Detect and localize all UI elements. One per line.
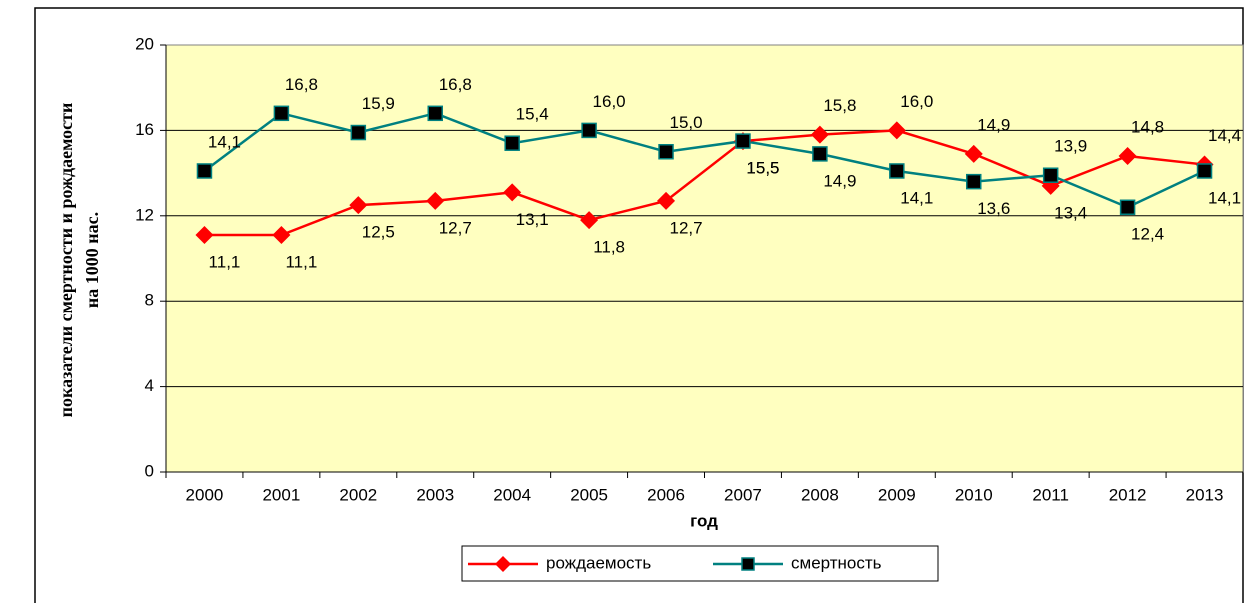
data-label: 12,4	[1131, 225, 1164, 244]
data-label: 15,4	[516, 105, 549, 124]
legend	[461, 545, 939, 582]
marker	[427, 105, 443, 122]
marker	[658, 144, 674, 160]
legend-label: рождаемость	[546, 553, 651, 572]
marker	[1042, 167, 1059, 183]
marker	[887, 121, 906, 140]
marker	[495, 556, 511, 572]
marker	[964, 144, 983, 163]
data-label: 15,0	[669, 113, 702, 132]
data-label: 13,1	[516, 210, 549, 229]
y-tick-label: 4	[145, 376, 154, 395]
data-label: 14,1	[208, 132, 241, 151]
marker	[349, 196, 368, 215]
data-label: 13,4	[1054, 203, 1087, 222]
y-tick-label: 8	[145, 291, 154, 310]
data-label: 11,1	[209, 252, 241, 271]
y-tick-label: 12	[135, 205, 154, 224]
data-label: 14,8	[1131, 118, 1164, 137]
y-tick-label: 16	[135, 120, 154, 139]
data-label: 11,8	[593, 238, 625, 257]
marker	[889, 163, 905, 179]
data-label: 12,5	[362, 223, 395, 242]
marker	[1118, 147, 1137, 166]
marker	[810, 125, 829, 144]
data-label: 14,4	[1208, 126, 1241, 145]
marker	[504, 135, 520, 151]
data-label: 16,8	[285, 75, 318, 94]
data-label: 14,1	[900, 188, 933, 207]
x-tick-label: 2005	[570, 485, 608, 504]
marker	[503, 183, 522, 202]
data-label: 14,1	[1208, 188, 1241, 207]
y-tick-label: 20	[135, 34, 154, 53]
x-tick-label: 2009	[878, 485, 916, 504]
data-label: 16,8	[439, 75, 472, 94]
x-tick-label: 2000	[186, 485, 224, 504]
marker	[735, 133, 751, 149]
y-axis-label: на 1000 нас.	[82, 212, 102, 308]
data-label: 15,8	[823, 96, 856, 115]
marker	[1119, 199, 1136, 216]
data-label: 14,9	[823, 171, 856, 190]
marker	[350, 124, 367, 141]
x-tick-label: 2008	[801, 485, 839, 504]
legend-label: смертность	[791, 553, 882, 572]
marker	[741, 557, 755, 571]
x-tick-label: 2013	[1186, 485, 1224, 504]
x-tick-label: 2001	[262, 485, 300, 504]
marker	[1196, 163, 1213, 179]
x-tick-label: 2006	[647, 485, 685, 504]
y-tick-label: 0	[145, 461, 154, 480]
x-tick-label: 2007	[724, 485, 762, 504]
marker	[195, 226, 214, 245]
marker	[196, 163, 213, 179]
data-label: 13,9	[1054, 137, 1087, 156]
marker	[272, 226, 291, 245]
data-label: 15,5	[746, 159, 779, 178]
marker	[966, 173, 982, 190]
marker	[657, 191, 676, 210]
marker	[580, 211, 599, 230]
marker	[581, 122, 597, 139]
data-label: 13,6	[977, 199, 1010, 218]
data-label: 12,7	[669, 218, 702, 237]
data-label: 14,9	[977, 115, 1010, 134]
x-tick-label: 2002	[339, 485, 377, 504]
data-label: 16,0	[900, 92, 933, 111]
marker	[273, 105, 290, 122]
marker	[426, 191, 445, 210]
y-axis-label: показатели смертности и рождаемости	[56, 103, 76, 418]
data-label: 16,0	[593, 92, 626, 111]
series-line	[203, 111, 1206, 209]
x-tick-label: 2010	[955, 485, 993, 504]
data-label: 12,7	[439, 218, 472, 237]
x-tick-label: 2012	[1109, 485, 1147, 504]
plot-area	[165, 44, 1244, 473]
x-axis-label: год	[690, 511, 718, 530]
data-label: 11,1	[285, 252, 317, 271]
data-label: 15,5	[746, 159, 779, 178]
x-tick-label: 2003	[416, 485, 454, 504]
x-tick-label: 2011	[1032, 485, 1069, 504]
marker	[812, 146, 828, 162]
series-line	[204, 129, 1205, 237]
data-label: 15,9	[362, 94, 395, 113]
x-tick-label: 2004	[493, 485, 531, 504]
